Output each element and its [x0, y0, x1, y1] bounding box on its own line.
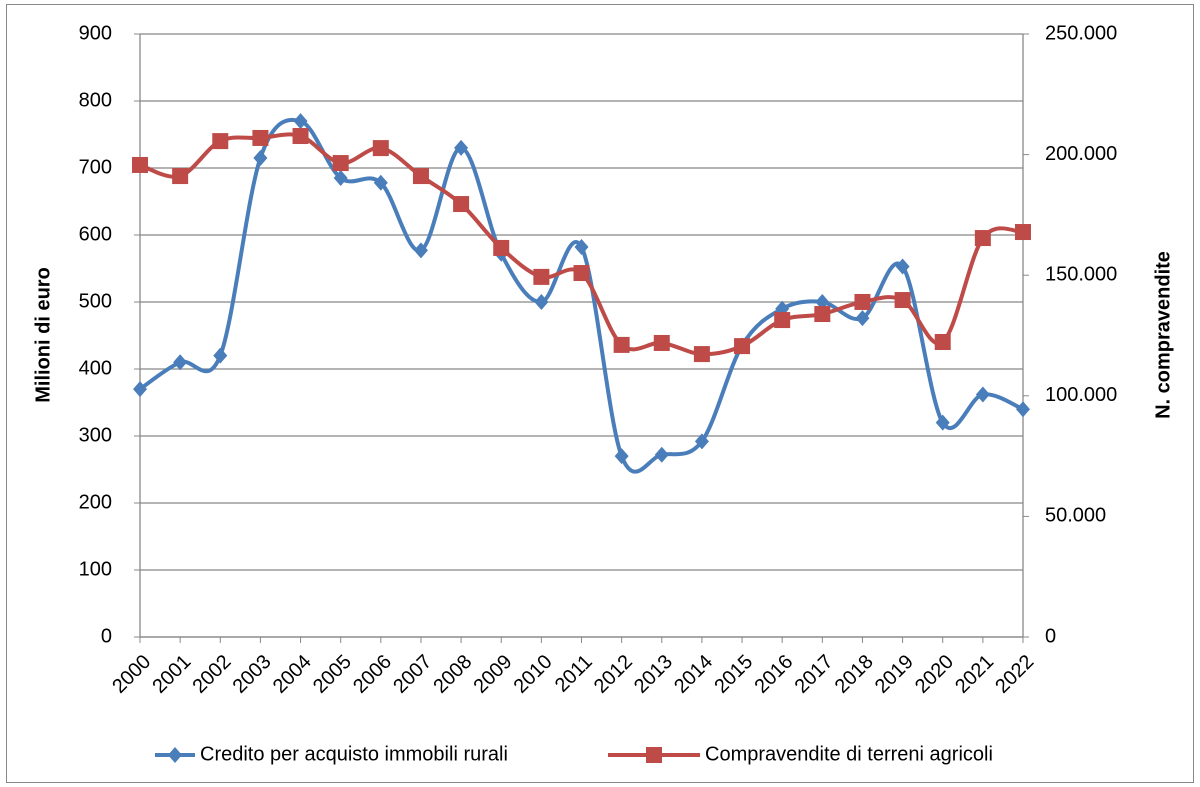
- y-tick-label: 700: [79, 156, 112, 178]
- data-point: [774, 312, 791, 329]
- data-point: [454, 139, 469, 156]
- data-point: [613, 336, 630, 353]
- y-tick-label: 200: [79, 491, 112, 513]
- data-point: [694, 433, 709, 450]
- data-point: [253, 149, 268, 166]
- data-point: [614, 448, 629, 465]
- data-point: [412, 168, 429, 185]
- data-point: [653, 334, 670, 351]
- y2-tick-label: 250.000: [1045, 22, 1117, 44]
- y-axis-title: Milioni di euro: [32, 267, 54, 403]
- y2-tick-label: 150.000: [1045, 263, 1117, 285]
- data-point: [533, 268, 550, 285]
- data-point: [372, 140, 389, 157]
- data-point: [173, 354, 188, 371]
- data-point: [934, 334, 951, 351]
- data-point: [894, 292, 911, 309]
- y2-tick-label: 0: [1045, 625, 1056, 647]
- data-point: [333, 170, 348, 187]
- data-point: [974, 230, 991, 247]
- chart-border: [6, 4, 1194, 783]
- data-point: [814, 306, 831, 323]
- y-tick-label: 100: [79, 558, 112, 580]
- data-point: [534, 294, 549, 310]
- data-point: [332, 155, 349, 172]
- data-point: [975, 386, 990, 403]
- data-point: [172, 168, 189, 185]
- data-point: [212, 133, 229, 150]
- y2-tick-label: 200.000: [1045, 143, 1117, 165]
- legend-marker: [646, 747, 662, 763]
- data-point: [935, 414, 950, 431]
- y-tick-label: 800: [79, 89, 112, 111]
- data-point: [373, 174, 388, 191]
- data-point: [413, 242, 428, 259]
- data-point: [213, 347, 228, 364]
- data-point: [654, 446, 669, 463]
- data-point: [292, 128, 309, 145]
- y-tick-label: 600: [79, 223, 112, 245]
- y-tick-label: 300: [79, 424, 112, 446]
- legend-label: Compravendite di terreni agricoli: [705, 743, 993, 765]
- data-point: [453, 196, 470, 213]
- data-point: [1015, 224, 1031, 241]
- y-tick-label: 400: [79, 357, 112, 379]
- data-point: [734, 338, 751, 355]
- data-point: [133, 381, 147, 398]
- legend-marker: [168, 747, 182, 763]
- data-point: [293, 113, 308, 130]
- y-tick-label: 500: [79, 290, 112, 312]
- legend-label: Credito per acquisto immobili rurali: [200, 743, 508, 765]
- data-point: [493, 239, 510, 256]
- y-tick-label: 0: [101, 625, 112, 647]
- y2-axis-title: N. compravendite: [1152, 251, 1174, 419]
- y-tick-label: 900: [79, 22, 112, 44]
- data-point: [855, 310, 870, 327]
- series-line: [138, 117, 1024, 474]
- data-point: [574, 239, 589, 256]
- data-point: [895, 258, 910, 275]
- y2-tick-label: 100.000: [1045, 384, 1117, 406]
- data-point: [854, 293, 871, 310]
- data-point: [573, 265, 590, 282]
- data-point: [1016, 401, 1030, 418]
- data-point: [815, 294, 830, 310]
- data-point: [252, 129, 269, 146]
- y2-tick-label: 50.000: [1045, 505, 1106, 527]
- data-point: [132, 156, 148, 173]
- data-point: [693, 346, 710, 363]
